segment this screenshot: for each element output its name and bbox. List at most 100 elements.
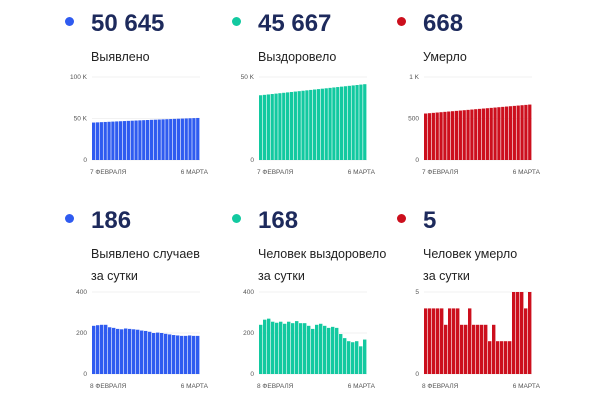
bar	[111, 121, 115, 160]
bar	[431, 112, 435, 160]
bar	[484, 324, 488, 374]
bar	[444, 324, 448, 374]
bar	[452, 308, 456, 374]
bar	[520, 292, 524, 374]
bar	[424, 308, 428, 374]
bar	[440, 308, 444, 374]
bar	[161, 119, 165, 160]
y-tick-label: 50 K	[74, 116, 88, 123]
bar	[327, 327, 331, 374]
bar	[184, 118, 188, 160]
bar	[301, 90, 305, 160]
stat-label: Умерло	[423, 46, 467, 68]
bar	[286, 92, 290, 160]
bar	[188, 118, 192, 160]
bar	[134, 120, 138, 160]
bar	[275, 322, 279, 374]
bar	[481, 108, 486, 160]
bar	[103, 121, 107, 160]
bar	[142, 120, 146, 160]
stat-label: Человек умерло за сутки	[423, 243, 517, 287]
stat-label-line2: за сутки	[258, 269, 305, 283]
bar	[424, 113, 428, 160]
bar	[95, 122, 100, 160]
bar	[528, 292, 532, 374]
y-tick-label: 5	[415, 289, 419, 296]
stat-label-line1: Человек выздоровело	[258, 247, 387, 261]
bar	[136, 329, 140, 374]
bar	[524, 308, 528, 374]
bar	[489, 107, 493, 160]
bar	[156, 332, 160, 374]
bar	[287, 321, 291, 374]
bar	[485, 108, 489, 160]
bar	[343, 338, 347, 374]
bar	[512, 292, 516, 374]
legend-dot-icon	[232, 17, 241, 26]
bar	[508, 341, 512, 374]
bar	[153, 119, 157, 160]
bar	[332, 87, 336, 160]
bar-chart: 0 5 8 ФЕВРАЛЯ 6 МАРТА	[415, 289, 540, 390]
bar	[347, 85, 351, 160]
panel-detected_daily: 186 Выявлено случаев за сутки 0 200 400 8 ФЕВ…	[65, 205, 235, 395]
bar	[92, 122, 96, 160]
bar	[108, 327, 112, 374]
bar	[293, 91, 297, 160]
stat-label: Человек выздоровело за сутки	[258, 243, 386, 287]
bar	[104, 324, 108, 374]
bar	[196, 117, 200, 160]
panel-recovered_daily: 168 Человек выздоровело за сутки 0 200 400 8 …	[232, 205, 402, 395]
bar	[303, 323, 307, 374]
bar	[165, 119, 169, 160]
bar	[116, 328, 120, 374]
bar	[328, 87, 332, 160]
bar	[472, 324, 476, 374]
bar	[263, 319, 267, 374]
bar	[497, 107, 501, 160]
y-tick-label: 0	[415, 371, 419, 378]
y-tick-label: 0	[415, 157, 419, 164]
bar	[351, 342, 355, 374]
bar	[124, 328, 128, 374]
bar	[474, 109, 478, 160]
stat-label-line1: Выявлено	[91, 50, 150, 64]
y-tick-label: 200	[243, 330, 254, 337]
bar	[172, 335, 176, 374]
bar	[464, 324, 468, 374]
bar	[488, 341, 492, 374]
bar	[148, 331, 152, 374]
bar	[343, 86, 348, 160]
bar	[120, 329, 124, 374]
legend-dot-icon	[397, 17, 406, 26]
panel-detected: 50 645 Выявлено 0 50 K 100 K 7 ФЕВРАЛЯ 6 МАРТ…	[65, 8, 235, 198]
bar	[447, 111, 451, 160]
bar	[512, 105, 516, 160]
bar	[516, 105, 520, 160]
y-tick-label: 0	[83, 157, 87, 164]
panel-recovered: 45 667 Выздоровело 0 50 K 7 ФЕВРАЛЯ 6 МАРТА	[232, 8, 402, 198]
bar	[448, 308, 452, 374]
y-tick-label: 400	[76, 289, 87, 296]
bar	[112, 327, 116, 374]
stat-label: Выявлено случаев за сутки	[91, 243, 200, 287]
stat-value: 668	[423, 10, 464, 37]
bar-chart: 0 500 1 K 7 ФЕВРАЛЯ 6 МАРТА	[408, 74, 541, 176]
bar	[359, 346, 363, 374]
bar	[443, 111, 447, 160]
stat-label-line2: за сутки	[423, 269, 470, 283]
bar	[119, 121, 123, 160]
y-tick-label: 500	[408, 116, 419, 123]
legend-dot-icon	[232, 214, 241, 223]
bar	[336, 87, 340, 160]
bar-chart: 0 200 400 8 ФЕВРАЛЯ 6 МАРТА	[76, 289, 209, 390]
bar	[501, 106, 505, 160]
bar	[339, 334, 343, 374]
bar	[313, 89, 317, 160]
bar	[466, 109, 470, 160]
bar	[192, 335, 196, 374]
bar	[335, 327, 339, 374]
stat-label: Выявлено	[91, 46, 150, 68]
bar	[462, 110, 466, 160]
